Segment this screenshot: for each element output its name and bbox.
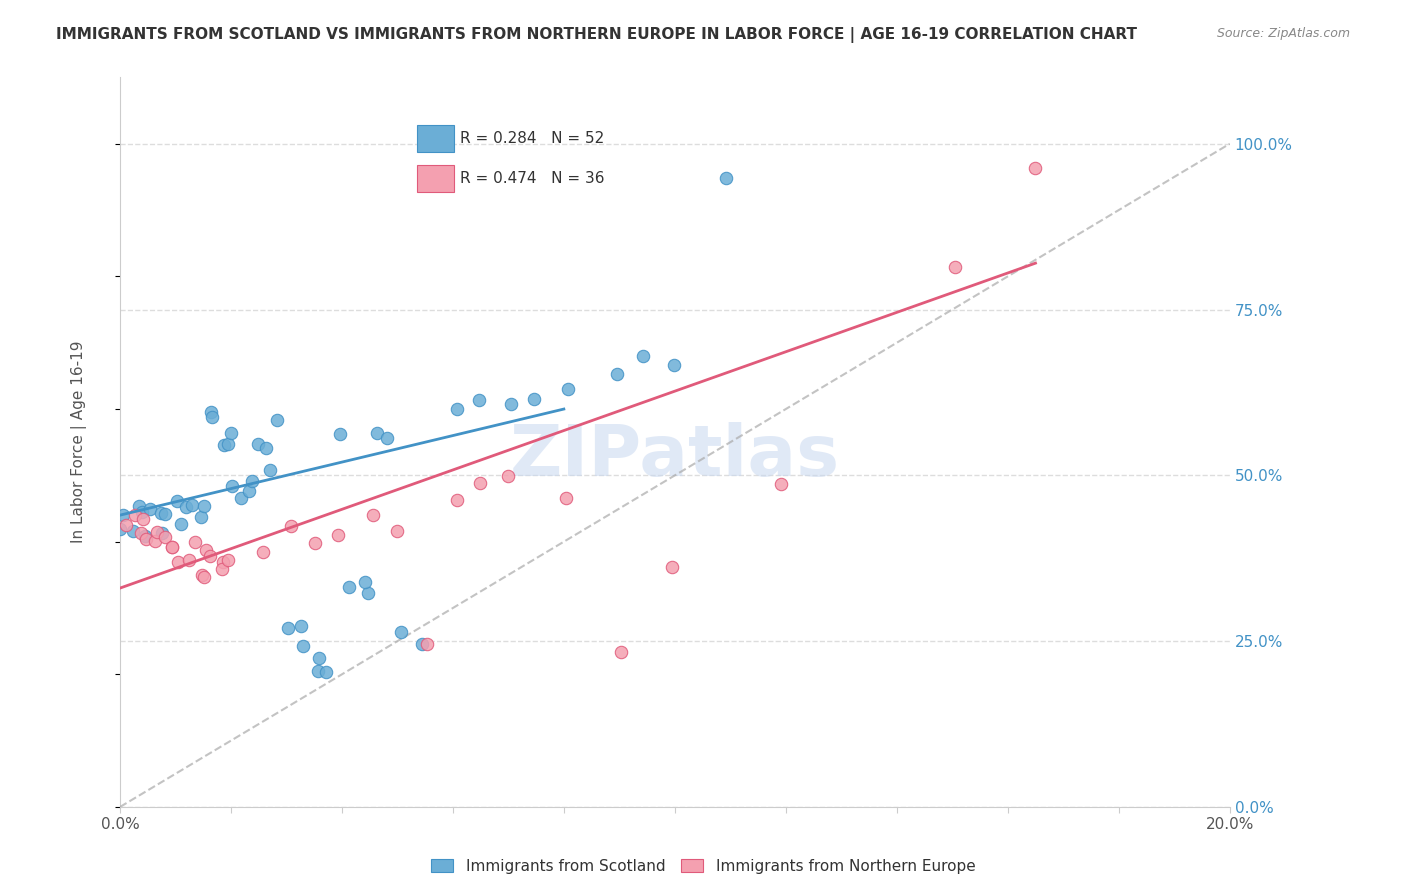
Point [134, 529, 156, 543]
Point [557, 382, 579, 396]
Legend: Immigrants from Scotland, Immigrants from Northern Europe: Immigrants from Scotland, Immigrants fro… [425, 853, 981, 880]
Point [1024, 161, 1046, 175]
Point [181, 498, 204, 512]
Bar [418, 165, 454, 192]
Point [150, 526, 173, 541]
Point [111, 508, 134, 523]
Point [353, 574, 375, 589]
Point [200, 405, 222, 419]
Point [252, 544, 274, 558]
Point [190, 568, 212, 582]
Point [468, 392, 491, 407]
Text: R = 0.474   N = 36: R = 0.474 N = 36 [460, 171, 605, 186]
Point [221, 425, 243, 440]
Bar [418, 125, 454, 152]
Point [446, 402, 468, 417]
Point [661, 560, 683, 574]
Point [470, 476, 492, 491]
Point [446, 492, 468, 507]
Y-axis label: In Labor Force | Age 16-19: In Labor Force | Age 16-19 [70, 341, 87, 543]
Point [276, 621, 298, 635]
Point [160, 540, 183, 554]
Point [131, 505, 153, 519]
Point [143, 533, 166, 548]
Point [411, 637, 433, 651]
Point [193, 499, 215, 513]
Point [124, 508, 146, 522]
Point [146, 524, 169, 539]
Point [337, 580, 360, 594]
Point [190, 509, 212, 524]
Point [606, 368, 628, 382]
Point [221, 479, 243, 493]
Text: ZIPatlas: ZIPatlas [510, 422, 839, 491]
Point [242, 474, 264, 488]
Point [714, 170, 737, 185]
Point [177, 552, 200, 566]
Text: IMMIGRANTS FROM SCOTLAND VS IMMIGRANTS FROM NORTHERN EUROPE IN LABOR FORCE | AGE: IMMIGRANTS FROM SCOTLAND VS IMMIGRANTS F… [56, 27, 1137, 43]
Point [184, 534, 207, 549]
Point [149, 506, 172, 520]
Point [769, 476, 792, 491]
Point [195, 543, 218, 558]
Point [328, 528, 350, 542]
Point [357, 586, 380, 600]
Point [166, 494, 188, 508]
Point [315, 665, 337, 679]
Point [366, 426, 388, 441]
Point [662, 358, 685, 372]
Point [115, 518, 138, 533]
Point [131, 512, 153, 526]
Point [290, 619, 312, 633]
Point [211, 562, 233, 576]
Point [217, 436, 239, 450]
Point [198, 549, 221, 563]
Point [128, 500, 150, 514]
Point [170, 517, 193, 532]
Point [155, 507, 177, 521]
Point [160, 540, 183, 554]
Point [375, 431, 398, 445]
Point [943, 260, 966, 275]
Point [217, 553, 239, 567]
Point [211, 555, 233, 569]
Point [174, 500, 197, 514]
Point [415, 637, 437, 651]
Point [229, 491, 252, 506]
Point [361, 508, 384, 523]
Point [201, 409, 224, 424]
Point [266, 413, 288, 427]
Point [329, 427, 352, 442]
Point [129, 526, 152, 541]
Point [280, 518, 302, 533]
Point [610, 645, 633, 659]
Point [214, 438, 236, 452]
Point [633, 349, 655, 363]
Point [498, 469, 520, 483]
Point [167, 555, 190, 569]
Point [501, 396, 523, 410]
Point [304, 536, 326, 550]
Text: R = 0.284   N = 52: R = 0.284 N = 52 [460, 131, 605, 145]
Point [292, 639, 315, 653]
Point [153, 530, 176, 544]
Point [135, 532, 157, 546]
Point [259, 463, 281, 477]
Point [193, 569, 215, 583]
Point [108, 522, 131, 536]
Point [246, 436, 269, 450]
Point [121, 524, 143, 538]
Point [523, 392, 546, 407]
Point [308, 651, 330, 665]
Point [307, 664, 329, 678]
Point [254, 441, 277, 455]
Point [139, 501, 162, 516]
Point [554, 491, 576, 505]
Point [387, 524, 409, 538]
Point [389, 624, 412, 639]
Text: Source: ZipAtlas.com: Source: ZipAtlas.com [1216, 27, 1350, 40]
Point [238, 484, 260, 499]
